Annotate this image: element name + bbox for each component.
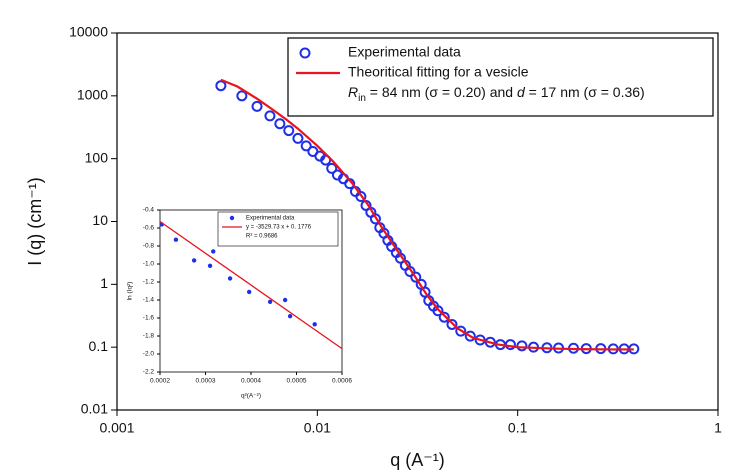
data-point: [274, 118, 286, 130]
data-point: [355, 190, 367, 202]
data-point: [173, 237, 179, 242]
data-point: [404, 266, 416, 278]
data-point: [312, 322, 317, 327]
y-tick-label: 1000: [77, 87, 108, 103]
data-point: [300, 140, 312, 152]
data-point: [287, 314, 293, 319]
data-point: [215, 80, 227, 92]
data-point: [227, 276, 233, 281]
y-tick-label: -2.2: [143, 369, 155, 376]
annotation-part: R: [348, 84, 358, 100]
y-tick-label: -0.8: [143, 243, 155, 250]
x-tick-label: 0.0002: [150, 378, 170, 385]
x-tick-label: 0.0006: [332, 378, 352, 385]
legend-swatch: [229, 215, 235, 221]
y-tick-label: -1.4: [143, 297, 155, 304]
x-tick-label: 0.0003: [196, 378, 216, 385]
y-tick-label: 1: [100, 275, 108, 291]
y-tick-label: -0.4: [143, 207, 155, 214]
annotation-part: = 17 nm (σ = 0.36): [525, 84, 645, 100]
fit-line: [159, 220, 343, 350]
annotation: Rin = 84 nm (σ = 0.20) and d = 17 nm (σ …: [348, 84, 645, 104]
x-tick-label: 0.0004: [241, 378, 261, 385]
y-tick-label: -1.8: [143, 333, 155, 340]
data-point: [246, 289, 252, 295]
data-point: [516, 340, 528, 352]
data-point: [251, 100, 263, 112]
data-point: [446, 318, 458, 330]
y-tick-label: -2.0: [143, 351, 155, 358]
legend-swatch: [299, 47, 311, 59]
data-point: [410, 271, 422, 283]
x-axis-label: q (A⁻¹): [390, 450, 445, 470]
legend-label: y = -3529.73 x + 0. 1776: [246, 225, 312, 231]
y-tick-label: 10000: [69, 24, 108, 40]
x-tick-label: 1: [714, 419, 722, 435]
data-point: [211, 249, 216, 254]
annotation-part: in: [358, 93, 366, 104]
x-tick-label: 0.001: [99, 419, 134, 435]
legend-box: [217, 211, 339, 247]
data-point: [326, 162, 338, 174]
annotation-part: d: [517, 84, 526, 100]
annotation-part: = 84 nm (σ = 0.20) and: [366, 84, 517, 100]
x-tick-label: 0.0005: [287, 378, 307, 385]
data-point: [283, 125, 295, 137]
legend-label: Theoritical fitting for a vesicle: [348, 64, 529, 80]
data-point: [267, 299, 273, 304]
y-tick-label: 100: [85, 149, 109, 165]
data-point: [191, 258, 197, 263]
y-axis-label: I (q) (cm⁻¹): [25, 177, 45, 265]
data-point: [292, 132, 304, 144]
data-point: [236, 90, 248, 102]
x-tick-label: 0.01: [304, 419, 331, 435]
y-tick-label: -0.6: [143, 225, 155, 232]
y-tick-label: -1.0: [143, 261, 155, 268]
x-tick-label: 0.1: [508, 419, 528, 435]
y-tick-label: 0.01: [81, 401, 108, 417]
data-point: [455, 325, 467, 337]
y-axis-label: ln (Iq²): [127, 282, 134, 301]
y-tick-label: 0.1: [89, 338, 109, 354]
y-tick-label: -1.2: [143, 279, 155, 286]
data-point: [264, 110, 276, 122]
data-point: [464, 330, 476, 342]
legend-label: Experimental data: [246, 216, 295, 222]
data-point: [438, 311, 450, 323]
annotation: R² = 0.9686: [246, 234, 278, 240]
y-tick-label: -1.6: [143, 315, 155, 322]
data-point: [207, 263, 213, 268]
data-point: [432, 305, 444, 317]
legend-box: [287, 37, 714, 117]
y-tick-label: 10: [92, 212, 108, 228]
legend-label: Experimental data: [348, 44, 461, 60]
x-axis-label: q²(A⁻²): [241, 393, 261, 400]
data-point: [369, 213, 381, 225]
data-point: [282, 297, 288, 303]
fit-line: [220, 78, 634, 351]
